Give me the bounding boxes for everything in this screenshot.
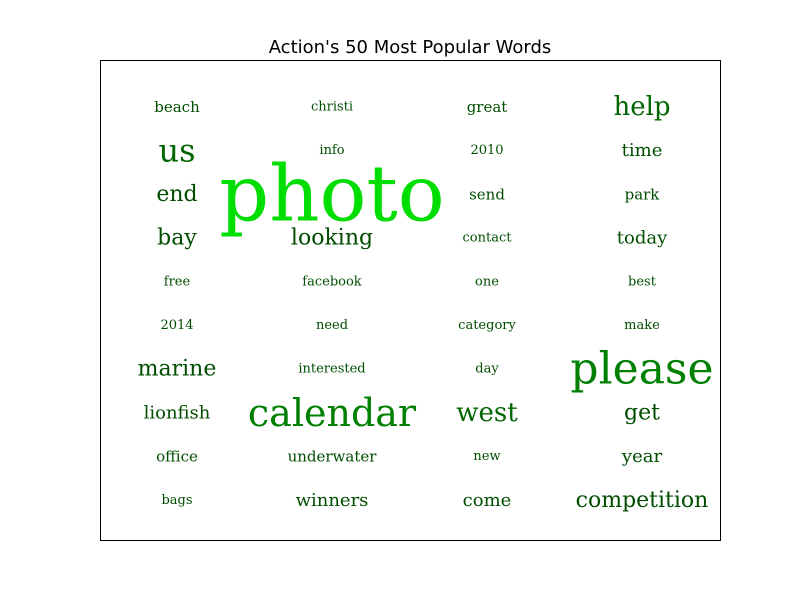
word-us: us (158, 132, 195, 170)
word-free: free (164, 274, 191, 289)
word-please: please (570, 344, 713, 395)
word-best: best (628, 274, 657, 289)
word-today: today (617, 228, 668, 249)
word-looking: looking (291, 226, 373, 251)
word-interested: interested (298, 362, 365, 377)
word-lionfish: lionfish (144, 402, 211, 423)
word-underwater: underwater (288, 448, 378, 466)
word-beach: beach (154, 98, 200, 116)
word-end: end (156, 182, 197, 207)
word-facebook: facebook (302, 274, 362, 289)
word-photo: photo (219, 149, 444, 239)
word-great: great (467, 98, 508, 116)
word-bags: bags (161, 493, 192, 508)
word-2010: 2010 (470, 143, 503, 158)
word-get: get (624, 400, 660, 425)
word-christi: christi (311, 100, 353, 115)
word-marine: marine (138, 357, 217, 382)
word-2014: 2014 (160, 318, 193, 333)
word-come: come (463, 490, 512, 511)
word-bay: bay (157, 226, 197, 251)
chart-title: Action's 50 Most Popular Words (269, 37, 552, 58)
word-time: time (622, 140, 663, 161)
word-office: office (156, 448, 198, 466)
word-info: info (319, 143, 344, 158)
word-calendar: calendar (248, 391, 417, 435)
word-need: need (316, 318, 348, 333)
word-contact: contact (463, 231, 513, 246)
word-category: category (458, 318, 516, 333)
word-make: make (624, 318, 660, 333)
word-help: help (613, 92, 670, 122)
word-winners: winners (296, 490, 369, 511)
word-layer: beach christi great help us info 2010 time end ph… (138, 92, 714, 513)
word-competition: competition (576, 488, 709, 513)
word-one: one (475, 274, 499, 289)
word-park: park (625, 185, 661, 203)
word-west: west (456, 398, 518, 428)
word-new: new (473, 449, 500, 464)
word-send: send (469, 185, 505, 203)
word-year: year (621, 446, 663, 467)
word-day: day (475, 362, 499, 377)
plot-frame (100, 60, 721, 541)
